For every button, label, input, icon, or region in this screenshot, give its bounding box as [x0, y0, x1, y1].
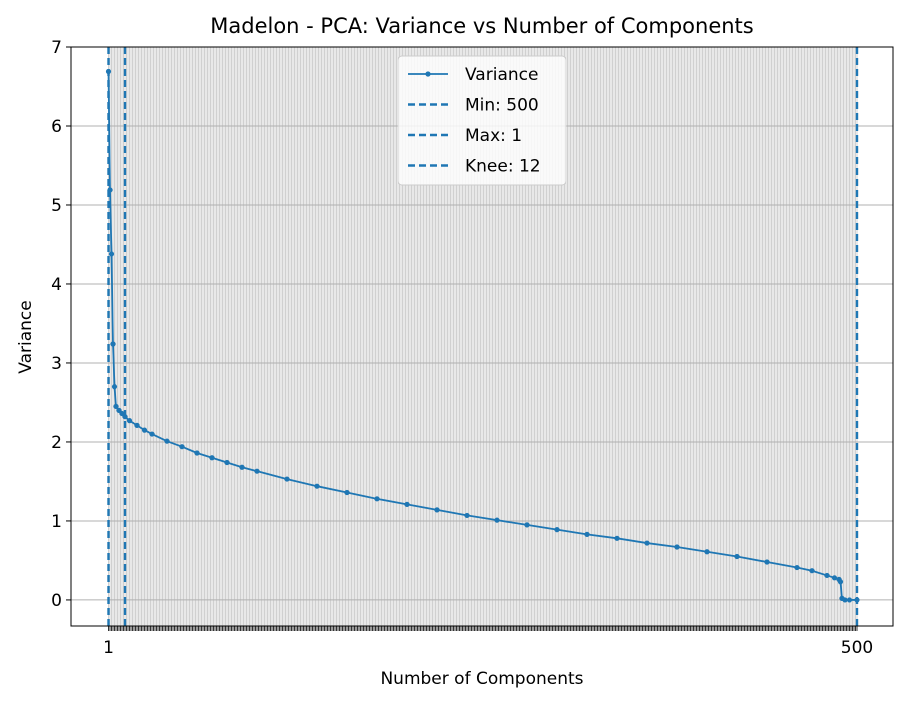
data-point: [209, 455, 215, 461]
data-point: [113, 403, 119, 410]
y-tick-label: 3: [51, 354, 62, 374]
data-point: [584, 531, 590, 537]
data-point: [734, 553, 740, 560]
y-tick-label: 4: [51, 275, 62, 295]
data-point: [524, 522, 530, 528]
data-point: [149, 431, 155, 437]
y-axis: 0 1 2 3 4 5 6 7: [51, 38, 71, 611]
legend-label: Min: 500: [465, 96, 539, 116]
data-point: [434, 507, 440, 513]
legend-marker: [425, 71, 431, 77]
data-point: [122, 414, 128, 420]
data-point: [846, 597, 853, 603]
data-point: [374, 496, 380, 502]
y-axis-label: Variance: [16, 300, 36, 373]
legend-label: Knee: 12: [465, 157, 541, 177]
data-point: [111, 384, 118, 390]
x-tick-marks: [108, 626, 858, 631]
data-point: [809, 568, 815, 574]
x-tick-label: 1: [103, 638, 114, 658]
data-point: [179, 444, 185, 450]
x-axis: 1 500: [103, 626, 873, 658]
data-point: [164, 438, 170, 444]
data-point: [554, 527, 560, 533]
data-point: [105, 68, 112, 75]
data-point: [644, 540, 650, 546]
data-point: [107, 187, 113, 193]
legend-box: [397, 55, 567, 186]
chart-title: Madelon - PCA: Variance vs Number of Com…: [210, 14, 753, 38]
data-point: [494, 517, 500, 523]
data-point: [224, 459, 230, 466]
data-point: [404, 501, 410, 507]
data-point: [194, 450, 200, 456]
legend-label: Max: 1: [465, 126, 522, 146]
data-point: [314, 483, 320, 489]
data-point: [108, 251, 115, 257]
legend-label: Variance: [465, 65, 538, 85]
data-point: [614, 535, 620, 541]
y-tick-label: 5: [51, 196, 62, 216]
data-point: [704, 549, 710, 555]
y-tick-label: 1: [51, 512, 62, 532]
data-point: [794, 564, 800, 571]
data-point: [344, 489, 350, 496]
x-tick-label: 500: [841, 638, 873, 658]
series-layer: [105, 68, 860, 603]
reference-lines: [107, 47, 859, 626]
data-point: [141, 427, 148, 433]
data-point: [239, 464, 245, 470]
y-tick-label: 0: [51, 591, 62, 611]
data-point: [837, 579, 844, 585]
data-point: [134, 422, 140, 428]
data-point: [110, 341, 116, 347]
data-point: [464, 512, 470, 519]
data-point: [764, 559, 770, 565]
data-point: [824, 572, 830, 579]
data-point: [842, 597, 848, 603]
y-tick-label: 2: [51, 433, 62, 453]
data-point: [254, 468, 260, 474]
data-point: [854, 597, 860, 603]
data-point: [284, 476, 290, 482]
data-point: [831, 575, 838, 581]
legend: Variance Min: 500 Max: 1 Knee: 12: [397, 55, 567, 186]
data-point: [126, 418, 133, 424]
data-point: [674, 544, 680, 550]
x-axis-label: Number of Components: [380, 669, 583, 689]
y-tick-label: 6: [51, 117, 62, 137]
y-tick-label: 7: [51, 38, 62, 58]
